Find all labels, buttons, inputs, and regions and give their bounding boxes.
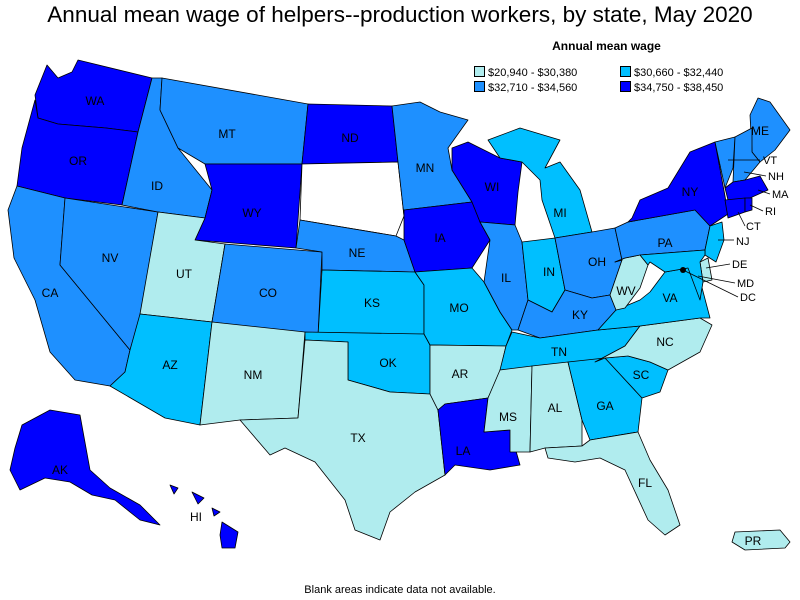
state-ny[interactable] (627, 141, 729, 227)
state-label-ma: MA (772, 189, 789, 201)
state-label-nh: NH (768, 171, 784, 183)
legend-label: $34,750 - $38,450 (634, 82, 724, 94)
legend-swatch (474, 66, 485, 77)
leader-line (749, 204, 764, 212)
legend-label: $20,940 - $30,380 (488, 67, 578, 79)
state-label-in: IN (543, 265, 555, 279)
state-label-mo: MO (449, 301, 468, 315)
legend-item: $32,710 - $34,560 (474, 81, 577, 94)
state-label-ca: CA (42, 286, 59, 300)
state-label-dc: DC (740, 292, 756, 304)
state-label-id: ID (151, 179, 163, 193)
state-label-la: LA (456, 444, 471, 458)
state-label-ks: KS (364, 296, 380, 310)
state-label-oh: OH (588, 255, 606, 269)
state-pr[interactable] (731, 529, 791, 551)
state-label-wa: WA (86, 94, 105, 108)
state-label-mn: MN (416, 161, 435, 175)
legend-title: Annual mean wage (552, 39, 661, 53)
state-label-nd: ND (341, 131, 359, 145)
state-label-ky: KY (572, 308, 588, 322)
state-label-az: AZ (162, 358, 177, 372)
state-label-wv: WV (616, 284, 635, 298)
state-label-md: MD (737, 278, 754, 290)
state-label-tn: TN (551, 345, 567, 359)
state-nc[interactable] (594, 317, 713, 371)
legend-swatch (474, 81, 485, 92)
state-label-ak: AK (52, 463, 68, 477)
state-label-ga: GA (596, 399, 613, 413)
state-label-va: VA (662, 291, 677, 305)
state-ct[interactable] (724, 197, 746, 219)
state-label-ms: MS (499, 410, 517, 424)
state-ri[interactable] (744, 197, 753, 213)
legend-swatch (620, 66, 631, 77)
state-label-mi: MI (553, 206, 566, 220)
leader-line (705, 263, 731, 269)
state-ma[interactable] (724, 175, 769, 201)
leader-line (743, 171, 767, 177)
state-label-sc: SC (633, 368, 650, 382)
state-label-al: AL (548, 401, 563, 415)
state-tx[interactable] (239, 339, 446, 541)
state-label-de: DE (732, 259, 747, 271)
state-label-tx: TX (350, 431, 365, 445)
state-label-ok: OK (379, 356, 396, 370)
state-label-me: ME (751, 124, 769, 138)
leader-line (682, 269, 739, 298)
state-label-il: IL (501, 271, 511, 285)
legend-swatch (620, 81, 631, 92)
dc-marker[interactable] (680, 267, 686, 273)
footnote: Blank areas indicate data not available. (304, 584, 496, 596)
state-sd[interactable] (299, 161, 405, 237)
leader-line (757, 189, 771, 195)
state-label-hi: HI (190, 510, 202, 524)
legend-item: $34,750 - $38,450 (620, 81, 723, 94)
leader-line (697, 275, 736, 284)
state-label-nc: NC (656, 335, 674, 349)
state-label-nv: NV (102, 251, 119, 265)
state-label-wy: WY (242, 206, 261, 220)
state-fl[interactable] (544, 431, 681, 536)
state-label-nj: NJ (736, 236, 749, 248)
state-label-nm: NM (244, 368, 263, 382)
state-il[interactable] (479, 221, 529, 331)
state-label-mt: MT (218, 127, 236, 141)
state-wi[interactable] (451, 141, 523, 226)
legend-item: $30,660 - $32,440 (620, 66, 723, 79)
state-label-ri: RI (765, 206, 776, 218)
legend-label: $30,660 - $32,440 (634, 67, 724, 79)
state-label-pa: PA (657, 236, 672, 250)
state-label-pr: PR (745, 534, 762, 548)
map-title: Annual mean wage of helpers--production … (47, 2, 753, 27)
state-label-wi: WI (485, 180, 500, 194)
state-label-ct: CT (746, 221, 761, 233)
state-label-or: OR (69, 154, 87, 168)
leader-line (737, 211, 746, 227)
state-label-ar: AR (452, 367, 469, 381)
state-mt[interactable] (159, 77, 309, 165)
legend-label: $32,710 - $34,560 (488, 82, 578, 94)
state-label-ny: NY (682, 185, 699, 199)
state-label-ne: NE (349, 246, 366, 260)
state-label-ut: UT (176, 267, 193, 281)
state-label-ia: IA (434, 231, 445, 245)
state-vt[interactable] (714, 136, 736, 189)
state-label-co: CO (259, 286, 277, 300)
state-label-fl: FL (638, 476, 652, 490)
state-md[interactable] (639, 249, 706, 301)
state-label-vt: VT (763, 155, 777, 167)
state-ak[interactable] (9, 409, 161, 526)
legend-item: $20,940 - $30,380 (474, 66, 577, 79)
state-hi[interactable] (169, 484, 239, 549)
